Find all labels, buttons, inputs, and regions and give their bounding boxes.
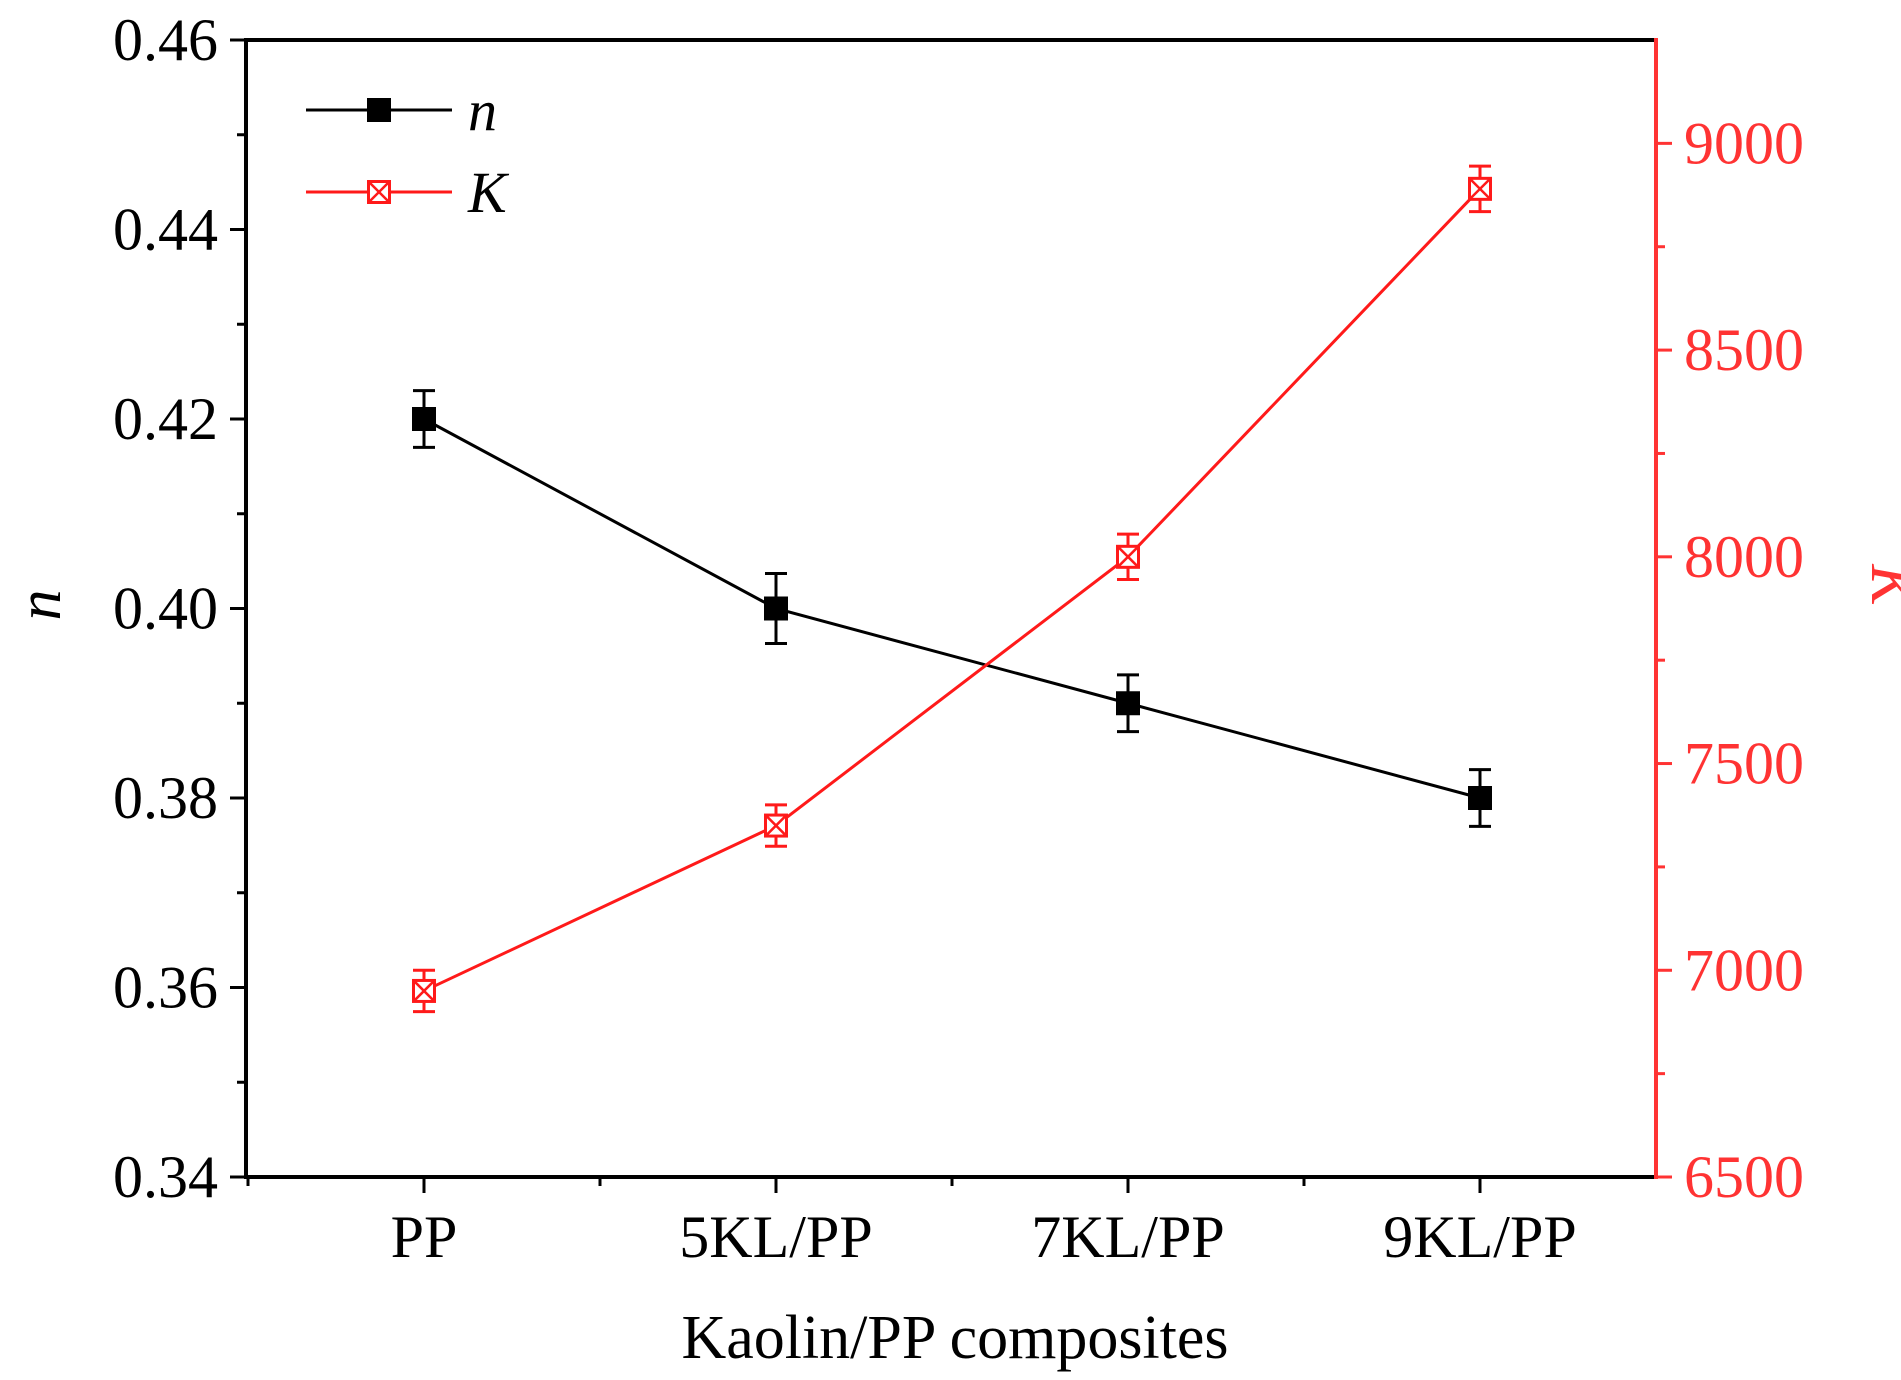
y-right-tick-label: 8500: [1684, 317, 1804, 383]
series-line-K: [423, 187, 1482, 993]
data-point-n: [412, 407, 436, 431]
y-right-tick-label: 9000: [1684, 110, 1804, 176]
y-left-tick-label: 0.36: [113, 955, 218, 1021]
legend-marker-n: [367, 98, 391, 122]
x-tick-label: 7KL/PP: [1031, 1204, 1224, 1270]
data-point-K-cross-b: [766, 815, 786, 836]
legend-label-n: n: [468, 78, 497, 143]
legend-item-K: K: [306, 160, 510, 225]
y-axis-left-title: n: [6, 590, 74, 621]
data-point-K-cross-b: [414, 981, 434, 1001]
legend-item-n: n: [306, 78, 497, 143]
legend-marker-K: [367, 180, 391, 204]
y-left-tick-label: 0.38: [113, 765, 218, 831]
x-tick-label: 5KL/PP: [679, 1204, 872, 1270]
data-point-K: [1116, 544, 1140, 569]
legend-label-K: K: [467, 160, 510, 225]
series-line-n: [423, 417, 1481, 800]
series-layer: [412, 164, 1492, 1014]
y-axis-right: 6500 7000 7500 8000 8500 9000: [1656, 110, 1804, 1210]
data-point-K-cross-b: [1118, 546, 1138, 567]
data-point-n: [1468, 786, 1492, 810]
data-point-n: [1116, 691, 1140, 716]
y-left-tick-label: 0.44: [113, 197, 218, 263]
data-point-K: [1468, 176, 1492, 201]
plot-frame: [244, 38, 1658, 1179]
x-tick-label: 9KL/PP: [1383, 1204, 1576, 1270]
y-right-tick-label: 7500: [1684, 731, 1804, 797]
series-K: [412, 164, 1492, 1014]
data-point-K-cross-b: [1470, 178, 1490, 199]
y-right-tick-label: 6500: [1684, 1144, 1804, 1210]
legend-marker-K-cross-b: [369, 182, 389, 202]
x-axis-title: Kaolin/PP composites: [681, 1304, 1228, 1372]
y-left-tick-label: 0.46: [113, 7, 218, 73]
y-left-tick-label: 0.34: [113, 1144, 218, 1210]
y-right-tick-label: 7000: [1684, 937, 1804, 1003]
x-axis: PP 5KL/PP 7KL/PP 9KL/PP: [246, 1177, 1577, 1270]
data-point-n: [764, 596, 788, 621]
y-axis-left: 0.34 0.36 0.38 0.40 0.42 0.44 0.46: [113, 7, 246, 1210]
y-left-tick-label: 0.42: [113, 386, 218, 452]
legend: nK: [306, 78, 510, 225]
y-right-tick-label: 8000: [1684, 524, 1804, 590]
data-point-K: [764, 813, 788, 838]
y-left-tick-label: 0.40: [113, 576, 218, 642]
series-n: [412, 389, 1492, 828]
x-tick-label: PP: [391, 1204, 458, 1270]
y-axis-right-title: K: [1858, 563, 1901, 609]
data-point-K: [412, 978, 436, 1003]
